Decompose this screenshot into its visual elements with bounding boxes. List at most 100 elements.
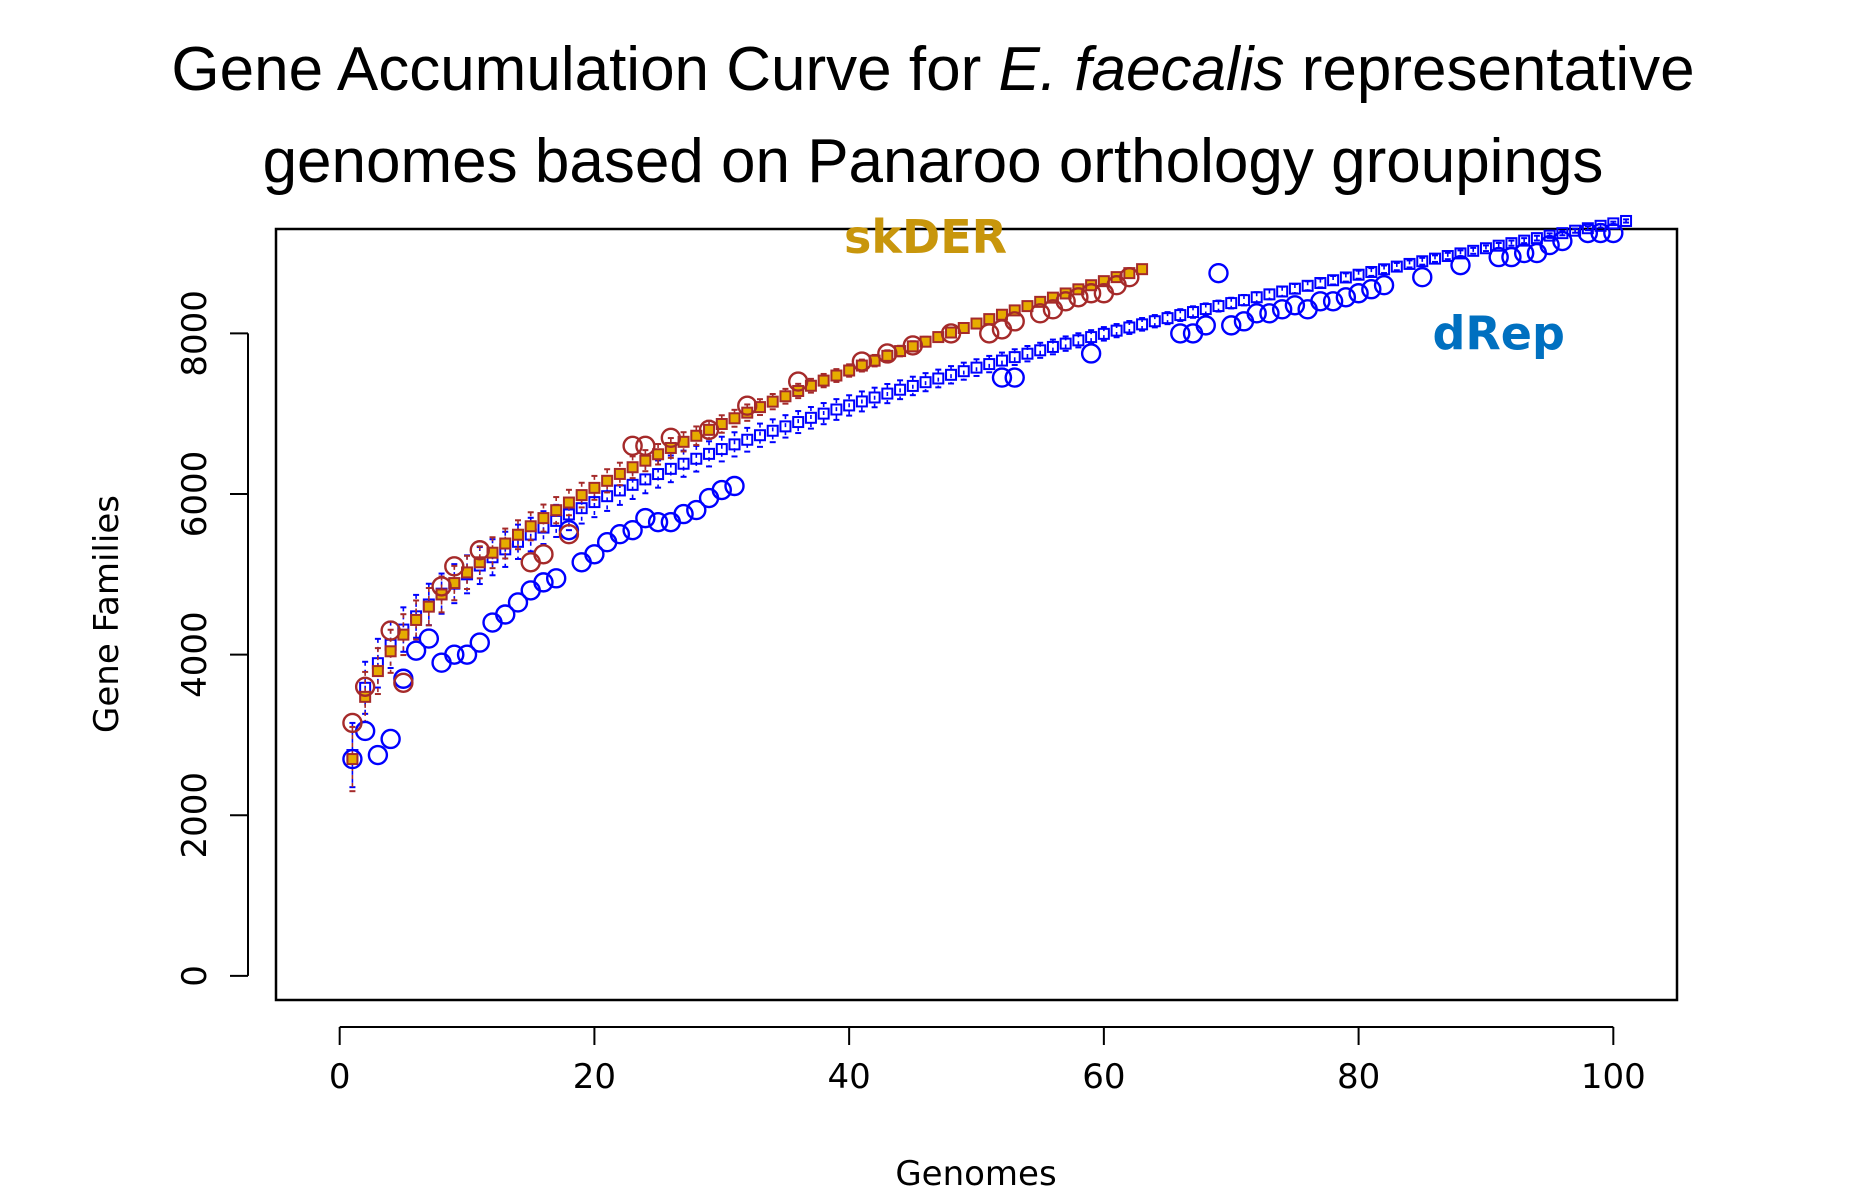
mean-marker: [1008, 351, 1021, 364]
sample-point: [1361, 279, 1382, 300]
sample-point: [1004, 311, 1025, 332]
mean-marker: [1199, 303, 1212, 316]
mean-marker: [1225, 297, 1238, 310]
mean-marker: [1492, 239, 1505, 252]
mean-marker: [804, 411, 817, 424]
sample-point: [444, 644, 465, 665]
mean-marker: [894, 383, 907, 396]
series-1: [346, 263, 1149, 793]
mean-marker: [1263, 288, 1276, 301]
mean-marker: [1136, 318, 1149, 331]
sample-point: [686, 499, 707, 521]
mean-marker: [664, 462, 677, 475]
mean-marker: [1072, 334, 1085, 347]
series-layer: [346, 214, 1633, 793]
mean-marker: [1339, 271, 1352, 284]
sample-point: [1412, 266, 1433, 288]
mean-marker: [1365, 265, 1378, 278]
sample-point: [1526, 242, 1548, 264]
mean-marker: [1607, 217, 1620, 230]
mean-marker: [728, 438, 741, 451]
points-layer: [342, 222, 1624, 770]
y-tick-label: 6000: [175, 451, 215, 538]
sample-point: [469, 632, 490, 653]
mean-marker: [1454, 247, 1467, 260]
mean-marker: [1059, 337, 1072, 350]
mean-marker: [906, 340, 919, 353]
mean-marker: [575, 502, 588, 515]
mean-marker: [1288, 282, 1301, 295]
mean-marker: [995, 354, 1008, 367]
mean-marker: [626, 461, 639, 474]
mean-marker: [1187, 306, 1200, 319]
sample-point: [1080, 283, 1102, 304]
sample-point: [1335, 287, 1357, 308]
sample-point: [1055, 291, 1076, 312]
x-tick-label: 100: [1581, 1057, 1646, 1097]
mean-marker: [626, 478, 639, 491]
mean-marker: [1467, 244, 1480, 257]
sample-point: [1297, 299, 1318, 320]
mean-marker: [792, 416, 805, 429]
sample-point: [711, 479, 732, 501]
sample-point: [635, 435, 656, 457]
sample-point: [393, 672, 414, 693]
sample-point: [1170, 323, 1191, 344]
mean-marker: [601, 474, 614, 487]
title-part: genomes based on Panaroo orthology group…: [263, 127, 1604, 196]
sample-point: [902, 335, 924, 356]
title-part: E. faecalis: [998, 35, 1284, 104]
sample-point: [991, 367, 1013, 388]
mean-marker: [817, 374, 830, 387]
sample-point: [342, 748, 363, 770]
chart-title: Gene Accumulation Curve for E. faecalis …: [171, 35, 1694, 196]
sample-point: [342, 712, 363, 734]
sample-point: [354, 720, 376, 742]
mean-marker: [881, 387, 894, 400]
mean-marker: [473, 556, 486, 569]
sample-point: [787, 371, 809, 392]
mean-marker: [1237, 294, 1250, 307]
mean-marker: [983, 313, 996, 326]
mean-marker: [511, 528, 524, 541]
sample-point: [647, 511, 669, 533]
sample-point: [1552, 230, 1573, 252]
mean-marker: [830, 403, 843, 416]
mean-marker: [1148, 315, 1161, 328]
series-annotation: skDER: [844, 210, 1007, 264]
y-tick-label: 0: [175, 965, 215, 987]
mean-marker: [575, 489, 588, 502]
sample-point: [1195, 315, 1216, 336]
mean-marker: [371, 665, 384, 678]
sample-point: [1208, 262, 1229, 284]
mean-marker: [715, 443, 728, 456]
mean-marker: [613, 467, 626, 480]
sample-point: [367, 744, 389, 766]
mean-marker: [601, 490, 614, 503]
sample-point: [609, 523, 631, 545]
sample-point: [1488, 246, 1509, 268]
mean-marker: [1416, 255, 1429, 268]
mean-marker: [945, 326, 958, 339]
mean-marker: [652, 448, 665, 461]
mean-marker: [1174, 309, 1187, 322]
sample-point: [393, 668, 414, 689]
plot-frame: [274, 227, 1679, 1002]
sample-point: [1513, 242, 1535, 264]
sample-point: [1590, 222, 1611, 244]
sample-point: [533, 544, 554, 565]
sample-point: [456, 644, 478, 665]
sample-point: [1603, 222, 1624, 244]
mean-marker: [728, 412, 741, 425]
series-annotation: dRep: [1432, 306, 1564, 360]
sample-point: [660, 427, 682, 449]
mean-marker: [677, 457, 690, 470]
sample-point: [495, 604, 516, 625]
mean-marker: [1314, 277, 1327, 290]
sample-point: [507, 592, 529, 613]
sample-point: [1119, 266, 1140, 288]
mean-marker: [588, 481, 601, 494]
mean-marker: [741, 433, 754, 446]
series-0: [346, 214, 1633, 789]
